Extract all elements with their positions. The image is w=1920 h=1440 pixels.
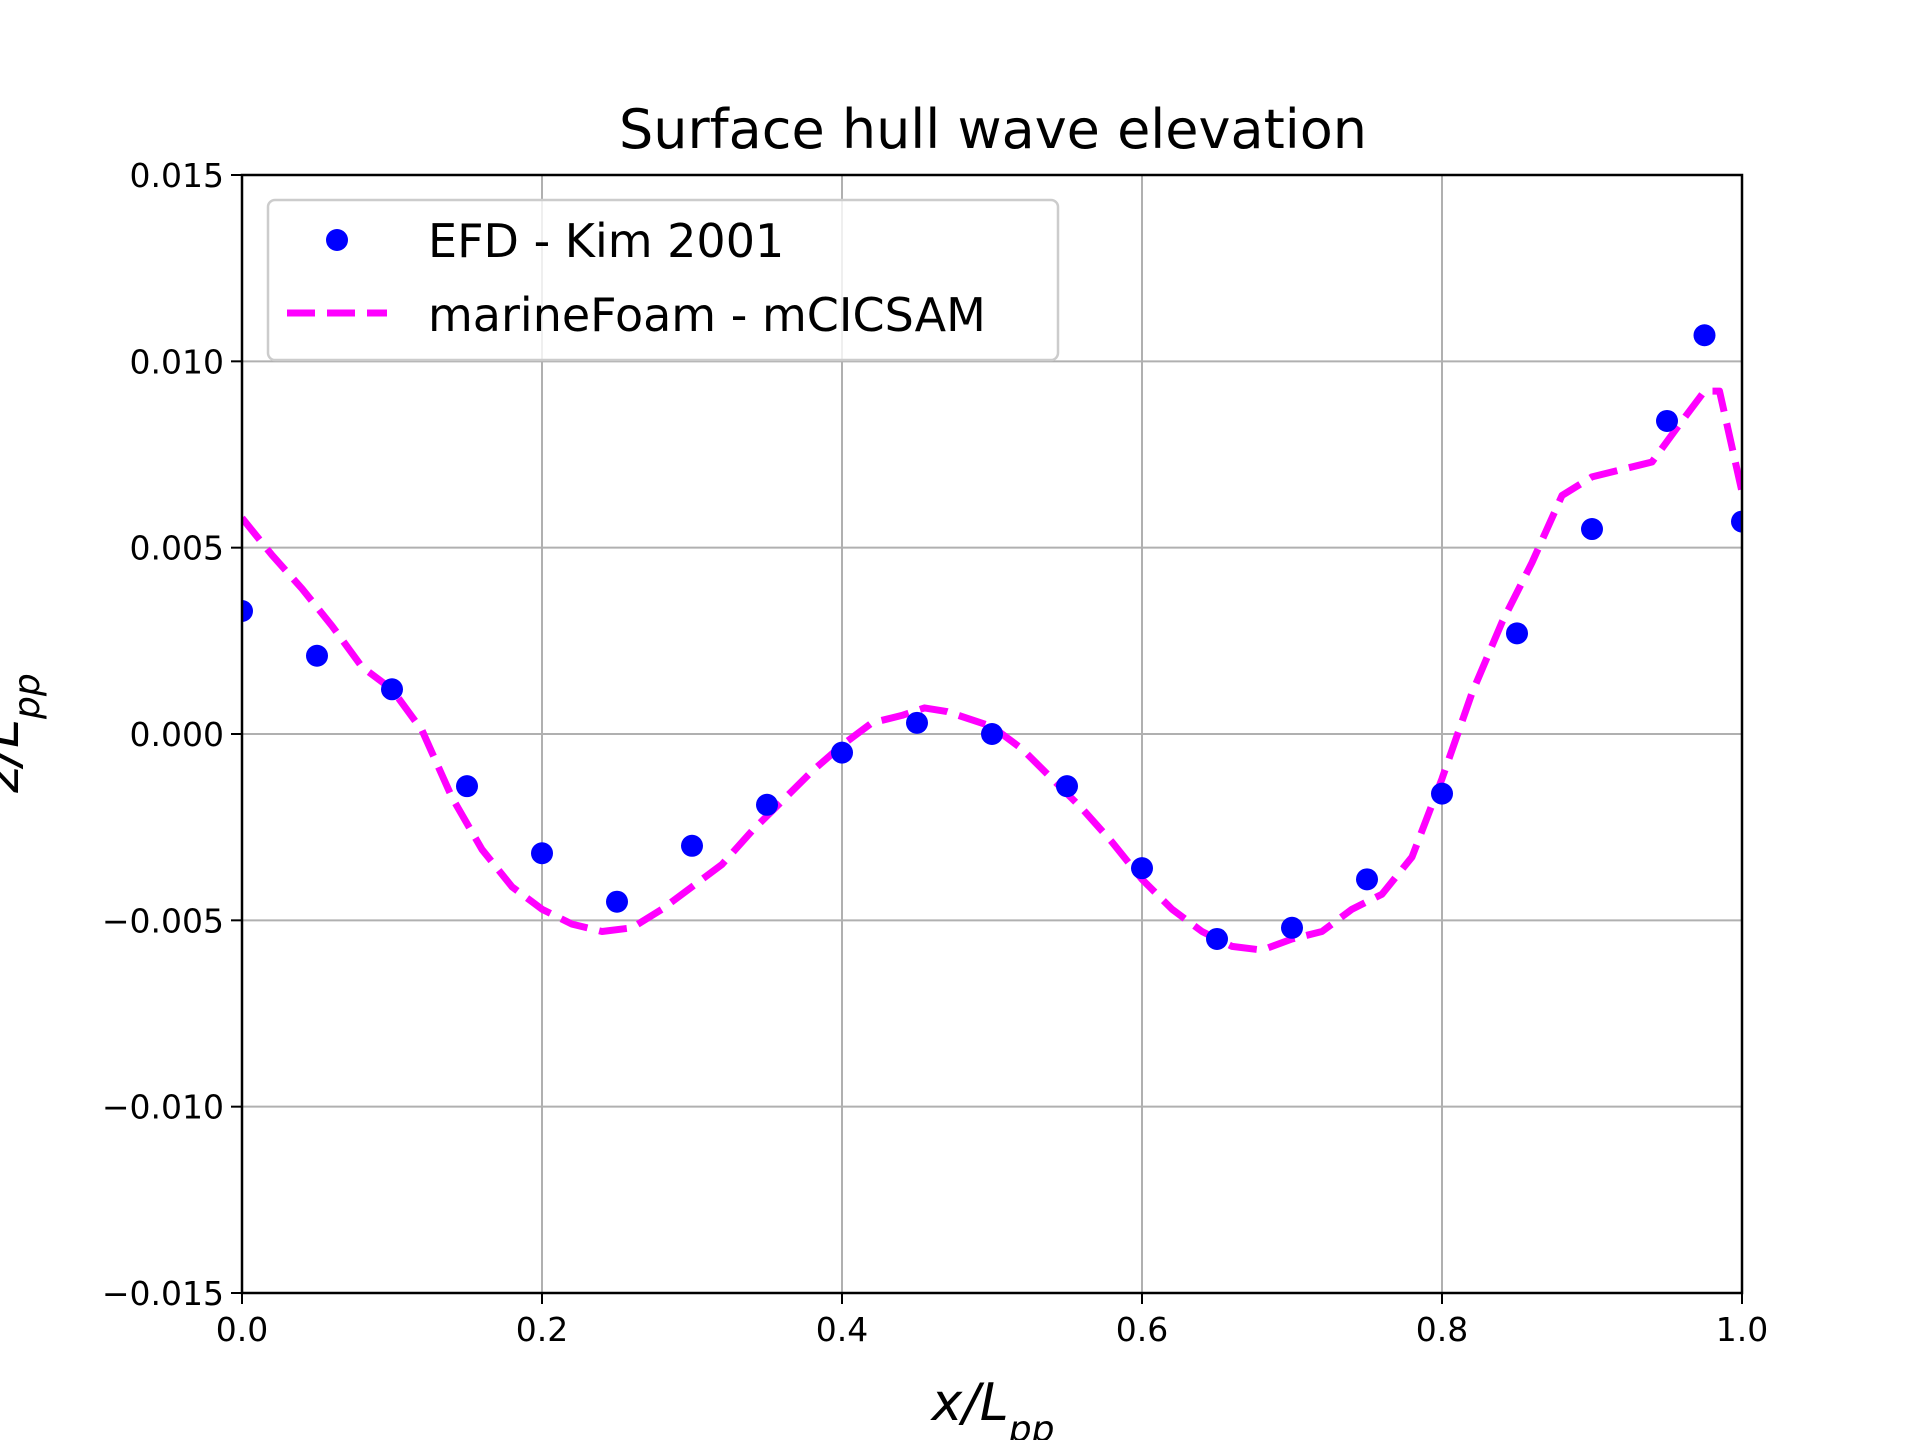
x-tick-label: 1.0 (1716, 1310, 1768, 1349)
y-axis-ticks: −0.015 −0.010 −0.005 0.000 0.005 0.010 0.015 (102, 156, 242, 1313)
legend-label-efd: EFD - Kim 2001 (428, 214, 784, 268)
data-point-efd (1131, 857, 1153, 880)
data-point-efd (1506, 622, 1528, 645)
data-point-efd (1581, 518, 1603, 541)
data-point-efd (306, 644, 328, 667)
y-tick-label: 0.015 (130, 156, 224, 195)
data-point-efd (531, 842, 553, 865)
data-point-efd (756, 793, 778, 816)
data-point-efd (981, 723, 1003, 745)
data-point-efd (906, 711, 928, 734)
y-tick-label: 0.010 (130, 342, 224, 381)
legend-label-marinefoam: marineFoam - mCICSAM (428, 288, 986, 342)
data-point-efd (606, 890, 628, 913)
data-point-efd (381, 678, 403, 701)
data-point-efd (1431, 782, 1453, 805)
data-point-efd (1731, 510, 1742, 533)
x-axis-ticks: 0.0 0.2 0.4 0.6 0.8 1.0 (216, 1293, 1768, 1349)
legend-marker-efd (326, 229, 348, 251)
legend-box (266, 198, 1060, 362)
data-point-efd (1693, 324, 1716, 347)
data-point-efd (1656, 409, 1678, 432)
x-tick-label: 0.8 (1416, 1310, 1468, 1349)
y-tick-label: −0.015 (102, 1274, 224, 1313)
plot-area (242, 324, 1742, 954)
data-point-efd (1356, 868, 1378, 891)
y-tick-label: −0.010 (102, 1088, 224, 1127)
legend: EFD - Kim 2001 marineFoam - mCICSAM (266, 198, 1060, 362)
y-tick-label: 0.005 (130, 529, 224, 568)
x-tick-label: 0.2 (516, 1310, 568, 1349)
series-layer (242, 324, 1742, 954)
data-point-efd (242, 600, 253, 623)
y-tick-label: −0.005 (102, 901, 224, 940)
x-axis-label: x/Lpp (930, 1373, 1055, 1440)
y-axis-label: z/Lpp (0, 673, 48, 794)
data-point-efd (1056, 775, 1078, 798)
series-line-marinefoam (242, 387, 1742, 954)
data-point-efd (831, 741, 853, 764)
x-tick-label: 0.4 (816, 1310, 868, 1349)
data-point-efd (1281, 916, 1303, 939)
y-tick-label: 0.000 (130, 715, 224, 754)
x-tick-label: 0.6 (1116, 1310, 1168, 1349)
data-point-efd (456, 775, 478, 798)
chart-title: Surface hull wave elevation (619, 98, 1367, 161)
data-point-efd (1206, 927, 1228, 950)
data-point-efd (681, 834, 703, 857)
x-tick-label: 0.0 (216, 1310, 268, 1349)
